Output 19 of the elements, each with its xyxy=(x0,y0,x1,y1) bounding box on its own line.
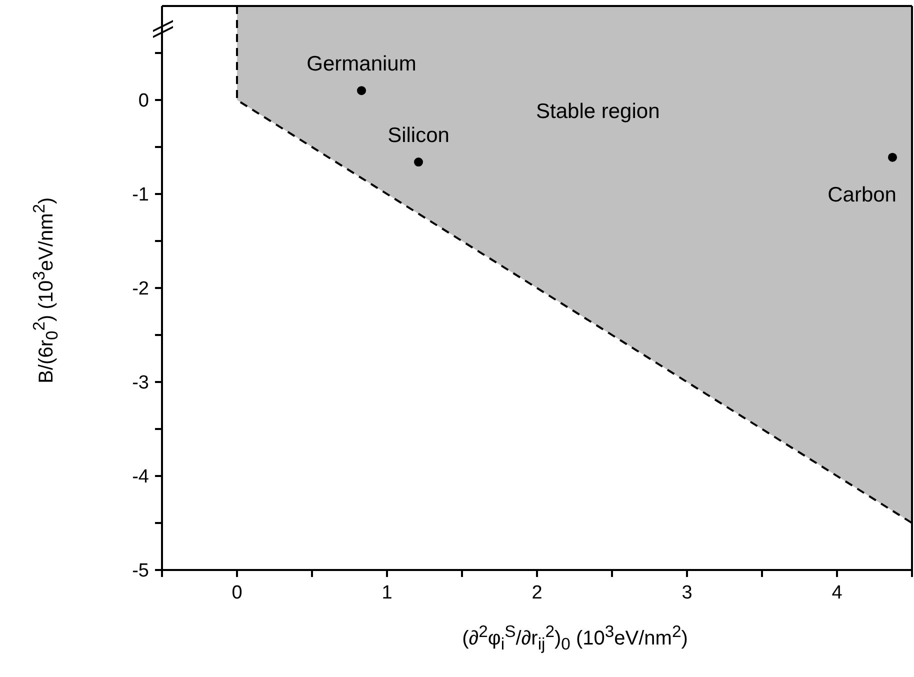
x-tick-label: 4 xyxy=(832,582,843,604)
x-tick-label: 2 xyxy=(532,582,542,604)
y-tick-label: -3 xyxy=(132,372,149,394)
y-tick-label: -4 xyxy=(132,466,150,488)
point xyxy=(888,152,898,162)
y-tick-label: -5 xyxy=(132,560,149,582)
point xyxy=(356,86,366,96)
x-tick-label: 3 xyxy=(682,582,692,604)
annotation: Stable region xyxy=(536,100,660,124)
point xyxy=(414,158,424,167)
y-tick-label: -1 xyxy=(132,184,149,206)
y-tick-label: 0 xyxy=(138,90,149,112)
annotation: Germanium xyxy=(306,52,416,76)
annotation: Carbon xyxy=(828,183,896,206)
annotation: Silicon xyxy=(388,124,450,148)
y-tick-label: -2 xyxy=(132,278,149,300)
x-tick-label: 1 xyxy=(382,582,392,604)
text: (∂$^{2}$φ$_{i}$$^{S}$/∂r$_{ij}$$^{2}$)$_{0}$ (10$^{3}$eV/nm$^{2}$) xyxy=(462,622,688,654)
x-tick-label: 0 xyxy=(232,582,242,604)
